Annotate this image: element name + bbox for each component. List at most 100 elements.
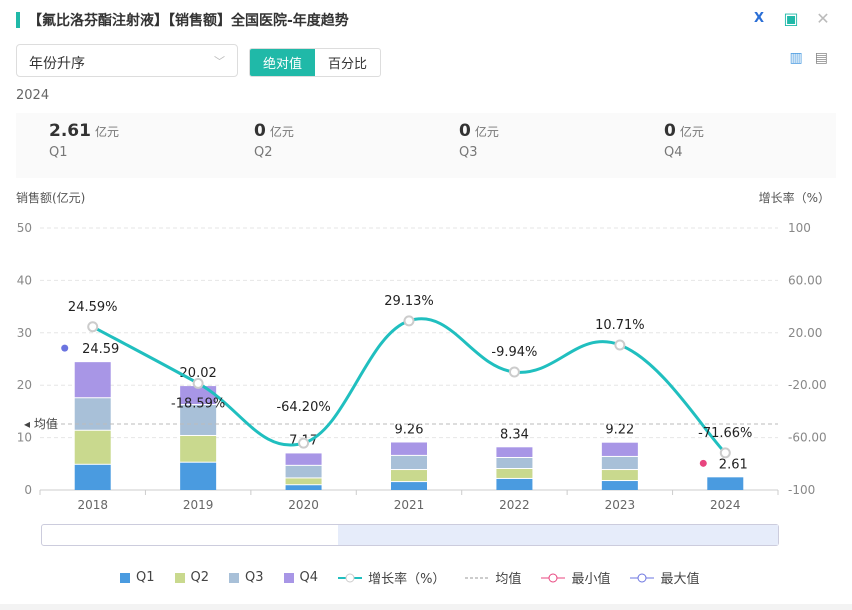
data-zoom-selection[interactable] — [338, 525, 778, 545]
y2-tick-label: -60.00 — [788, 431, 827, 445]
sort-select-value: 年份升序 — [29, 56, 85, 72]
bar-q4 — [496, 447, 533, 457]
sort-select[interactable]: 年份升序 ﹀ — [16, 44, 238, 77]
tab-absolute[interactable]: 绝对值 — [250, 49, 316, 76]
y-tick-label: 50 — [17, 221, 32, 235]
document-icon[interactable]: ▤ — [814, 50, 828, 66]
bar-q4 — [285, 453, 322, 465]
kpi-label: Q3 — [459, 145, 478, 160]
y-tick-label: 10 — [17, 431, 32, 445]
excel-export-icon[interactable]: X — [753, 11, 765, 26]
min-marker — [699, 459, 707, 467]
growth-label: 24.59% — [68, 300, 118, 315]
growth-point — [719, 447, 731, 459]
bar-q3 — [496, 457, 533, 468]
total-label: 9.22 — [605, 423, 634, 438]
kpi-value: 0 — [664, 121, 676, 141]
x-tick-label: 2018 — [77, 498, 108, 512]
kpi-value: 2.61 — [49, 121, 91, 141]
legend-min[interactable]: 最小值 — [541, 568, 610, 587]
title-text: 【氟比洛芬酯注射液】【销售额】全国医院-年度趋势 — [28, 13, 349, 29]
growth-point — [87, 321, 99, 333]
legend-q2[interactable]: Q2 — [174, 570, 209, 585]
bar-q2 — [285, 478, 322, 485]
y2-tick-label: 100 — [788, 221, 811, 235]
y-tick-label: 20 — [17, 378, 32, 392]
kpi-label: Q2 — [254, 145, 273, 160]
bar-q2 — [180, 435, 217, 462]
bar-q1 — [601, 481, 638, 490]
bar-q1 — [707, 477, 744, 490]
kpi-label: Q4 — [664, 145, 683, 160]
kpi-value: 0 — [459, 121, 471, 141]
bar-q3 — [180, 405, 217, 435]
legend-max[interactable]: 最大值 — [630, 568, 699, 587]
total-label: 9.26 — [395, 422, 424, 437]
bar-q1 — [391, 482, 427, 490]
growth-label: -18.59% — [171, 396, 225, 411]
bar-q3 — [391, 455, 427, 470]
bar-chart-icon[interactable]: ▥ — [789, 50, 803, 66]
footer-bar — [0, 604, 852, 610]
growth-label: -9.94% — [491, 345, 537, 360]
bar-q3 — [74, 398, 111, 430]
y2-tick-label: 20.00 — [788, 326, 822, 340]
bar-q4 — [74, 362, 111, 398]
chevron-down-icon: ﹀ — [214, 55, 225, 68]
legend-growth[interactable]: 增长率（%） — [338, 568, 445, 587]
growth-point — [614, 339, 626, 351]
legend-average[interactable]: 均值 — [465, 572, 522, 587]
y-tick-label: 30 — [17, 326, 32, 340]
kpi-q3: 0 亿元 Q3 — [426, 113, 631, 178]
y2-tick-label: -100 — [788, 483, 815, 497]
value-mode-toggle: 绝对值 百分比 — [249, 48, 382, 77]
y2-axis-label: 增长率（%） — [758, 191, 830, 205]
growth-label: -71.66% — [698, 426, 752, 441]
total-label: 2.61 — [719, 457, 748, 472]
x-tick-label: 2023 — [605, 498, 636, 512]
growth-label: 29.13% — [384, 294, 434, 309]
growth-point — [192, 377, 204, 389]
bar-q1 — [74, 464, 111, 490]
legend-q1[interactable]: Q1 — [120, 570, 155, 585]
kpi-q2: 0 亿元 Q2 — [221, 113, 426, 178]
legend-q3[interactable]: Q3 — [229, 570, 264, 585]
kpi-unit: 亿元 — [679, 125, 704, 139]
growth-label: 10.71% — [595, 318, 645, 333]
y-tick-label: 0 — [24, 483, 32, 497]
bar-q3 — [601, 456, 638, 470]
close-icon[interactable]: ✕ — [816, 9, 830, 28]
kpi-q1: 2.61 亿元 Q1 — [16, 113, 221, 178]
bar-q2 — [391, 470, 427, 482]
x-tick-label: 2019 — [183, 498, 214, 512]
chart-canvas: 0 -100 10 -60.00 20 -20.00 30 20.00 40 60.00 50 100… — [17, 221, 827, 512]
growth-point — [298, 437, 310, 449]
growth-label: -64.20% — [276, 400, 330, 415]
bar-q2 — [496, 468, 533, 478]
bar-q1 — [496, 478, 533, 490]
x-tick-label: 2021 — [394, 498, 425, 512]
bar-q2 — [601, 470, 638, 481]
legend-q4[interactable]: Q4 — [283, 570, 318, 585]
bar-q1 — [285, 485, 322, 490]
kpi-label: Q1 — [49, 145, 68, 160]
quarter-summary: 2.61 亿元 Q1 0 亿元 Q2 0 亿元 Q3 0 亿元 Q4 — [16, 113, 836, 178]
kpi-unit: 亿元 — [269, 125, 294, 139]
bar-q4 — [601, 442, 638, 456]
image-export-icon[interactable]: ▣ — [783, 9, 799, 28]
data-zoom-slider[interactable] — [41, 524, 779, 546]
bar-q3 — [285, 465, 322, 478]
kpi-unit: 亿元 — [94, 125, 119, 139]
growth-point — [403, 315, 415, 327]
x-tick-label: 2020 — [288, 498, 319, 512]
chart-title: 【氟比洛芬酯注射液】【销售额】全国医院-年度趋势 — [16, 10, 349, 30]
legend: Q1 Q2 Q3 Q4 增长率（%） 均值 最小值 最大值 — [120, 568, 699, 587]
max-marker — [61, 344, 69, 352]
summary-year: 2024 — [16, 88, 50, 103]
tab-percent[interactable]: 百分比 — [328, 57, 368, 72]
total-label: 8.34 — [500, 427, 529, 442]
kpi-value: 0 — [254, 121, 266, 141]
kpi-unit: 亿元 — [474, 125, 499, 139]
y2-tick-label: 60.00 — [788, 273, 822, 287]
x-tick-label: 2022 — [499, 498, 530, 512]
